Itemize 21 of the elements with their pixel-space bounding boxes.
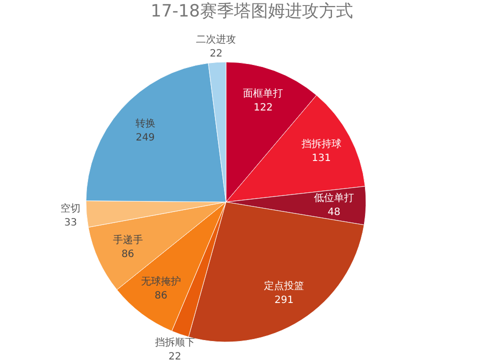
data-label: 249 <box>136 132 155 144</box>
chart-title: 17-18赛季塔图姆进攻方式 <box>150 1 353 22</box>
slice-label: 手递手 <box>112 234 143 246</box>
slice-label: 无球掩护 <box>141 275 182 288</box>
data-label: 86 <box>154 290 168 302</box>
data-label: 122 <box>254 102 273 114</box>
data-label: 33 <box>64 217 77 228</box>
slice-label: 面框单打 <box>243 88 284 100</box>
slice-label: 转换 <box>135 117 156 130</box>
slice-label: 定点投篮 <box>264 280 304 292</box>
data-label: 291 <box>274 295 294 306</box>
data-label: 86 <box>121 248 134 260</box>
data-label: 22 <box>210 48 222 60</box>
slice-label: 低位单打 <box>314 192 354 204</box>
slice-label: 空切 <box>60 202 81 214</box>
slice-label: 二次进攻 <box>196 33 236 46</box>
data-label: 48 <box>328 206 340 218</box>
slice-label: 挡拆顺下 <box>154 336 195 348</box>
slice-label: 挡拆持球 <box>301 138 342 150</box>
data-label: 131 <box>312 153 331 164</box>
data-label: 22 <box>168 351 182 362</box>
